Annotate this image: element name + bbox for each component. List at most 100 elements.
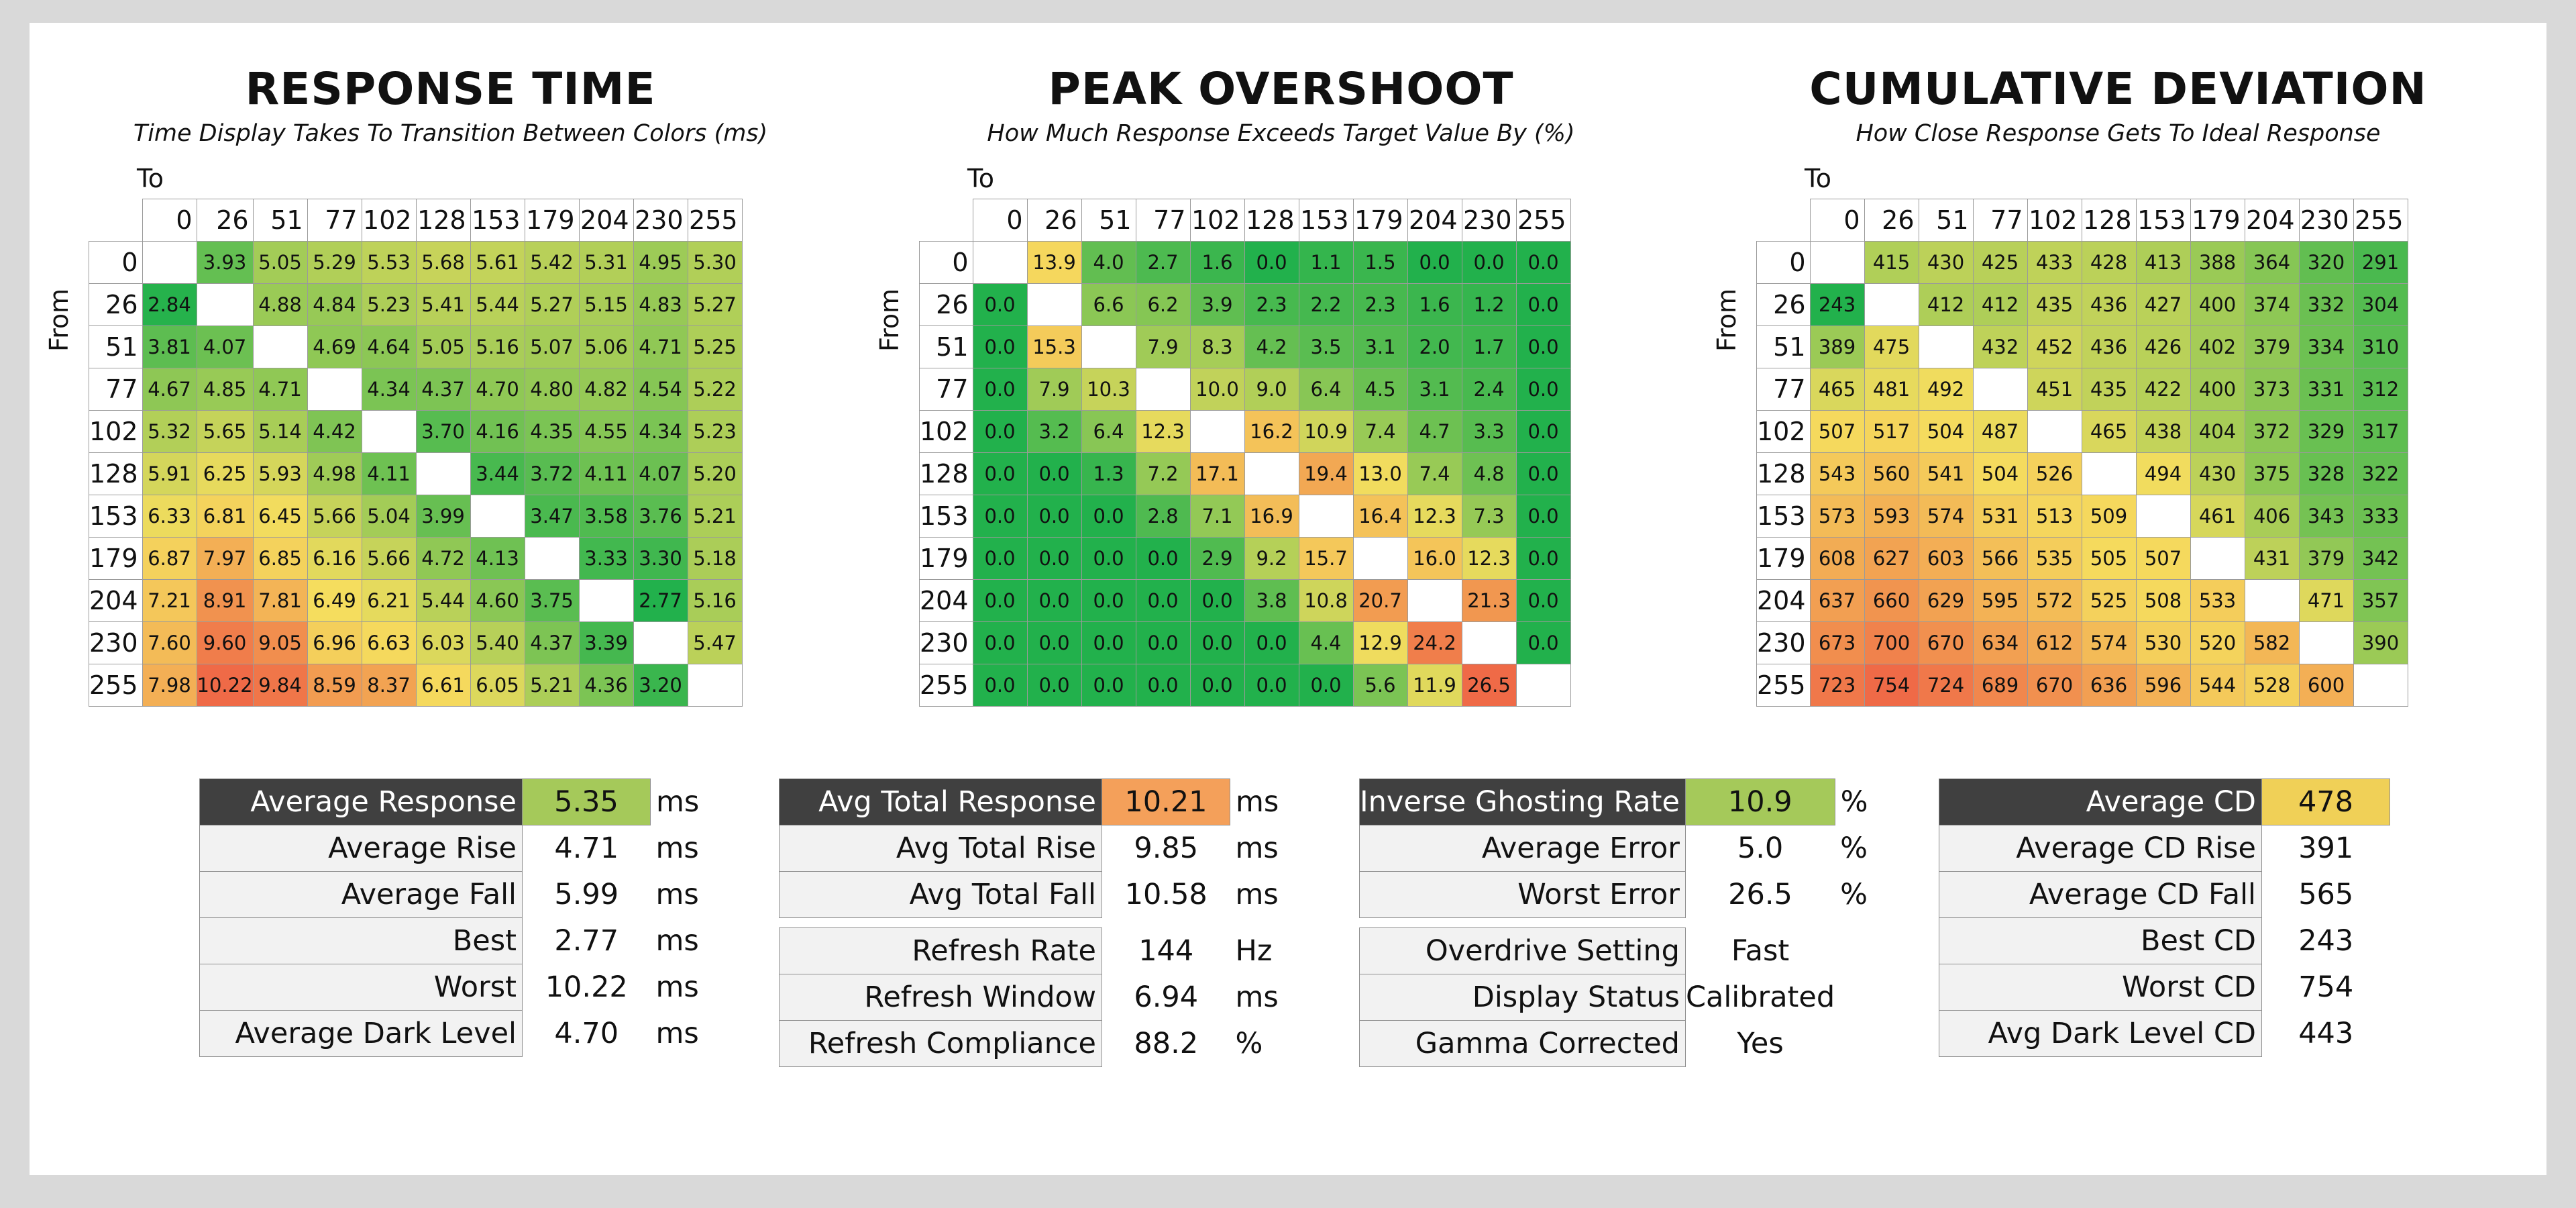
heatmap-cell: 0.0 (1244, 241, 1299, 284)
heatmap-row: 255 723 754 724 689 670 636 596 544 528 600 (1756, 664, 2408, 707)
heatmap-cell: 0.0 (1189, 621, 1245, 664)
column-header: 128 (2081, 199, 2137, 242)
heatmap-cell: 6.03 (415, 621, 471, 664)
column-header: 128 (1244, 199, 1299, 242)
stat-row: Worst 10.22 ms (199, 964, 717, 1011)
column-header: 230 (633, 199, 688, 242)
heatmap-cell: 413 (2135, 241, 2191, 284)
heatmap-cell: 7.4 (1352, 410, 1408, 453)
stat-row: Average CD Rise 391 (1939, 825, 2457, 872)
heatmap-cell: 4.67 (142, 368, 197, 411)
heatmap-cell: 5.32 (142, 410, 197, 453)
column-header: 179 (2190, 199, 2245, 242)
diagonal-cell (1809, 241, 1865, 284)
heatmap-cell: 481 (1864, 368, 1919, 411)
heatmap-cell: 0.0 (1135, 537, 1191, 580)
stat-row: Display Status Calibrated (1359, 974, 1902, 1021)
stat-value: 5.99 (554, 878, 619, 911)
heatmap-cell: 461 (2190, 495, 2245, 538)
heatmap-cell: 5.15 (578, 283, 634, 326)
stat-value: 10.9 (1684, 778, 1835, 825)
heatmap-cell: 6.96 (307, 621, 362, 664)
heatmap-cell: 4.71 (252, 368, 308, 411)
heatmap-cell: 0.0 (972, 621, 1028, 664)
stat-value: 88.2 (1134, 1027, 1199, 1060)
heatmap-cell: 673 (1809, 621, 1865, 664)
column-header: 204 (1407, 199, 1462, 242)
stat-value: 443 (2298, 1017, 2354, 1050)
stat-row: Refresh Window 6.94 ms (779, 974, 1297, 1021)
heatmap-cell: 2.9 (1189, 537, 1245, 580)
heatmap-cell: 291 (2353, 241, 2408, 284)
column-header: 255 (687, 199, 743, 242)
cumulative-deviation-heatmap: 0 26 51 77 102 128 153 179 204 230 255 0 415 430 425 43… (1756, 199, 2408, 707)
heatmap-cell: 6.25 (196, 452, 254, 495)
heatmap-cell: 4.82 (578, 368, 634, 411)
heatmap-cell: 660 (1864, 579, 1919, 622)
heatmap-cell: 19.4 (1298, 452, 1354, 495)
stat-label: Avg Total Response (779, 778, 1102, 825)
heatmap-cell: 10.8 (1298, 579, 1354, 622)
heatmap-cell: 5.42 (524, 241, 580, 284)
heatmap-cell: 5.04 (361, 495, 417, 538)
heatmap-cell: 513 (2027, 495, 2082, 538)
heatmap-cell: 12.3 (1461, 537, 1517, 580)
column-header: 26 (196, 199, 254, 242)
heatmap-cell: 4.16 (470, 410, 525, 453)
heatmap-cell: 374 (2244, 283, 2300, 326)
stat-row: Average Rise 4.71 ms (199, 825, 717, 872)
heatmap-row: 0 415 430 425 433 428 413 388 364 320 291 (1756, 241, 2408, 284)
to-axis-label: To (967, 164, 995, 193)
column-header: 0 (972, 199, 1028, 242)
heatmap-cell: 5.07 (524, 325, 580, 368)
stat-row: Inverse Ghosting Rate 10.9% (1359, 778, 1902, 825)
heatmap-cell: 10.22 (196, 664, 254, 707)
diagonal-cell (1972, 368, 2028, 411)
to-axis-label: To (1805, 164, 1832, 193)
heatmap-cell: 3.99 (415, 495, 471, 538)
stat-label: Refresh Rate (779, 927, 1102, 974)
cumulative-deviation-stats: Average CD 478 Average CD Rise 391 Average C… (1939, 778, 2457, 1057)
row-header: 255 (1756, 664, 1811, 707)
heatmap-cell: 426 (2135, 325, 2191, 368)
stat-label: Average CD Rise (1939, 825, 2262, 872)
heatmap-cell: 13.0 (1352, 452, 1408, 495)
stat-row: Best 2.77 ms (199, 917, 717, 964)
heatmap-cell: 4.37 (524, 621, 580, 664)
column-header: 77 (1135, 199, 1191, 242)
heatmap-row: 102 507 517 504 487 465 438 404 372 329 317 (1756, 410, 2408, 453)
stat-value: 9.85 (1134, 832, 1199, 866)
column-header: 0 (1809, 199, 1865, 242)
heatmap-cell: 4.88 (252, 283, 308, 326)
diagonal-cell (2298, 621, 2354, 664)
heatmap-cell: 4.07 (196, 325, 254, 368)
column-header: 179 (1352, 199, 1408, 242)
diagonal-cell (2081, 452, 2137, 495)
heatmap-cell: 6.49 (307, 579, 362, 622)
stat-value: 391 (2298, 832, 2354, 866)
to-axis-label: To (137, 164, 164, 193)
heatmap-cell: 3.72 (524, 452, 580, 495)
heatmap-row: 26 0.0 6.6 6.2 3.9 2.3 2.2 2.3 1.6 1.2 0.0 (919, 283, 1571, 326)
stat-value: 10.21 (1102, 778, 1230, 825)
heatmap-cell: 3.5 (1298, 325, 1354, 368)
heatmap-cell: 8.91 (196, 579, 254, 622)
heatmap-cell: 475 (1864, 325, 1919, 368)
heatmap-cell: 5.44 (470, 283, 525, 326)
heatmap-cell: 6.33 (142, 495, 197, 538)
heatmap-cell: 2.77 (633, 579, 688, 622)
column-header: 102 (361, 199, 417, 242)
heatmap-cell: 1.6 (1189, 241, 1245, 284)
heatmap-cell: 505 (2081, 537, 2137, 580)
heatmap-cell: 5.53 (361, 241, 417, 284)
heatmap-cell: 406 (2244, 495, 2300, 538)
heatmap-cell: 13.9 (1026, 241, 1082, 284)
stat-unit (1835, 1021, 1901, 1067)
heatmap-cell: 379 (2244, 325, 2300, 368)
heatmap-cell: 10.3 (1081, 368, 1136, 411)
heatmap-cell: 608 (1809, 537, 1865, 580)
diagonal-cell (1081, 325, 1136, 368)
row-header: 26 (919, 283, 973, 326)
row-header: 102 (89, 410, 143, 453)
heatmap-cell: 1.5 (1352, 241, 1408, 284)
